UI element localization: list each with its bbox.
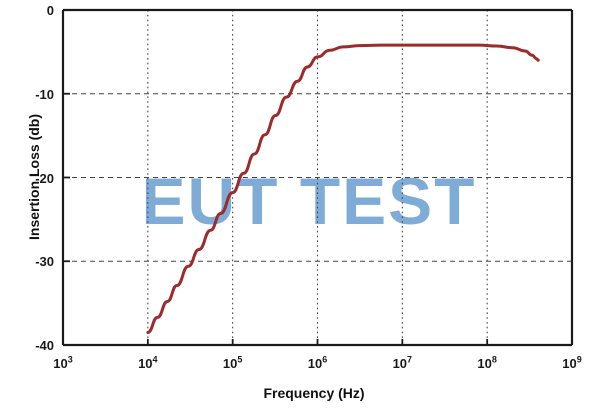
- x-tick-label: 105: [222, 354, 243, 371]
- vertical-gridlines: [147, 10, 488, 345]
- series-line: [146, 43, 540, 334]
- horizontal-gridlines: [63, 93, 572, 262]
- x-tick-label: 103: [53, 354, 73, 371]
- x-tick-label: 107: [392, 354, 413, 371]
- x-axis-title: Frequency (Hz): [263, 385, 365, 401]
- x-tick-label: 104: [138, 354, 158, 371]
- x-tick-label: 109: [562, 354, 582, 371]
- data-series-group: [146, 43, 540, 334]
- y-axis-title: Insertion Loss (db): [26, 114, 42, 240]
- y-tick-label: -40: [35, 338, 54, 353]
- x-tick-label: 108: [477, 354, 497, 371]
- axis-tick-marks: [62, 9, 573, 346]
- y-tick-label: -30: [35, 254, 54, 270]
- y-tick-label: -10: [35, 86, 54, 102]
- x-tick-label: 106: [307, 354, 328, 371]
- y-tick-label: 0: [46, 3, 54, 18]
- y-tick-label: -20: [35, 170, 54, 186]
